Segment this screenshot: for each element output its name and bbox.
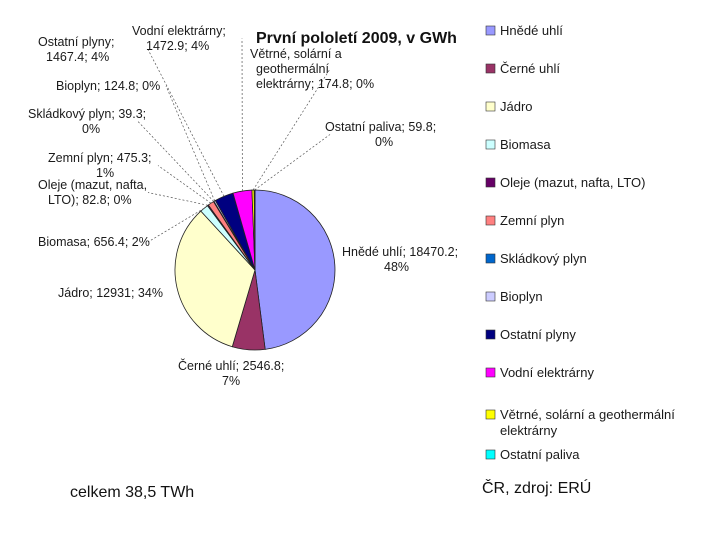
slice-jadro [174,210,256,348]
leader-biomasa [147,207,205,243]
legend-swatch-skladkovy-plyn [485,253,496,264]
legend-label-vodni-elektrarny: Vodní elektrárny [500,365,594,380]
data-label-biomasa: Biomasa; 656.4; 2% [38,235,150,249]
legend-label-ostatni-plyny: Ostatní plyny [500,327,576,342]
data-label-cerne-uhli: Černé uhlí; 2546.8; [178,358,284,373]
data-label-skladkovy-plyn: Skládkový plyn; 39.3; [28,107,146,121]
legend: Hnědé uhlí Černé uhlí Jádro Biomasa Oleje (m… [485,23,675,462]
data-label-zemni-plyn-2: 1% [96,166,114,180]
legend-label-skladkovy-plyn: Skládkový plyn [500,251,587,266]
leader-lines [137,38,331,243]
legend-swatch-ostatni-paliva [485,449,496,460]
legend-swatch-vodni-elektrarny [485,367,496,378]
data-label-jadro: Jádro; 12931; 34% [58,286,163,300]
data-label-vodni-elektrarny-2: 1472.9; 4% [146,39,209,53]
legend-label-bioplyn: Bioplyn [500,289,543,304]
data-label-ostatni-plyny-2: 1467.4; 4% [46,50,109,64]
leader-oleje-mazut-nafta-lto [147,192,208,206]
legend-swatch-vetrne-solarni-a-geothermalni-elektrarny [485,409,496,420]
legend-swatch-zemni-plyn [485,215,496,226]
legend-label-zemni-plyn: Zemní plyn [500,213,564,228]
data-label-ostatni-paliva: Ostatní paliva; 59.8; [325,120,436,134]
legend-label-jadro: Jádro [500,99,533,114]
data-label-vodni-elektrarny: Vodní elektrárny; [132,24,226,38]
leader-zemni-plyn [157,165,212,204]
leader-bioplyn [165,85,216,202]
legend-swatch-ostatni-plyny [485,329,496,340]
data-labels: Hnědé uhlí; 18470.2;48% Černé uhlí; 2546.… [28,24,458,388]
legend-swatch-biomasa [485,139,496,150]
data-label-oleje-mazut-nafta-lto-2: LTO); 82.8; 0% [48,193,132,207]
data-label-oleje-mazut-nafta-lto: Oleje (mazut, nafta, [38,178,147,192]
legend-label-oleje-mazut-nafta-lto: Oleje (mazut, nafta, LTO) [500,175,645,190]
legend-swatch-jadro [485,101,496,112]
leader-ostatni-paliva [254,134,331,191]
data-label-hnede-uhli: Hnědé uhlí; 18470.2; [342,245,458,259]
data-label-bioplyn: Bioplyn; 124.8; 0% [56,79,160,93]
slice-hnede-uhli [254,189,336,350]
source-note: ČR, zdroj: ERÚ [482,480,592,497]
legend-label-biomasa: Biomasa [500,137,551,152]
legend-label-vetrne-solarni-a-geothermalni-elektrarny: Větrné, solární a geothermální elektrárny [500,407,675,438]
data-label-hnede-uhli-2: 48% [384,260,409,274]
legend-swatch-cerne-uhli [485,63,496,74]
data-label-zemni-plyn: Zemní plyn; 475.3; [48,151,152,165]
legend-label-cerne-uhli: Černé uhlí [500,61,560,76]
legend-label-hnede-uhli: Hnědé uhlí [500,23,563,38]
pie-slices [174,189,336,351]
data-label-ostatni-plyny: Ostatní plyny; [38,35,114,49]
data-label-vetrne-solarni-a-geothermalni-elektrarny-3: elektrárny; 174.8; 0% [256,77,374,91]
chart-title: První pololetí 2009, v GWh [256,30,457,47]
legend-label-ostatni-paliva: Ostatní paliva [500,447,580,462]
leader-ostatni-plyny [147,49,225,197]
data-label-ostatni-paliva-2: 0% [375,135,393,149]
legend-swatch-bioplyn [485,291,496,302]
total-note: celkem 38,5 TWh [70,484,195,501]
data-label-vetrne-solarni-a-geothermalni-elektrarny: Větrné, solární a [250,47,342,61]
data-label-cerne-uhli-2: 7% [222,374,240,388]
data-label-skladkovy-plyn-2: 0% [82,122,100,136]
data-label-vetrne-solarni-a-geothermalni-elektrarny-2: geothermální [256,62,329,76]
legend-swatch-oleje-mazut-nafta-lto [485,177,496,188]
legend-swatch-hnede-uhli [485,25,496,36]
